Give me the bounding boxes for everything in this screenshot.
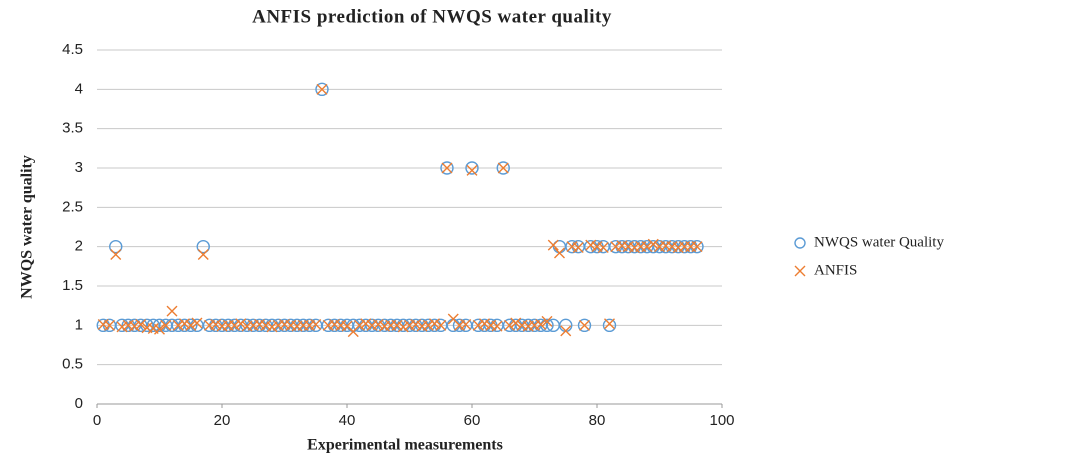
point: [577, 318, 592, 333]
point: [597, 241, 609, 253]
point: [602, 318, 617, 333]
point: [154, 323, 165, 335]
x-tick-label: 80: [589, 412, 606, 429]
point: [160, 319, 172, 331]
y-axis-label: NWQS water quality: [19, 155, 36, 299]
point: [316, 83, 328, 95]
y-tick-label: 3: [75, 159, 83, 176]
y-tick-label: 0.5: [62, 356, 83, 373]
chart-title: ANFIS prediction of NWQS water quality: [252, 6, 612, 27]
legend-label: ANFIS: [814, 262, 857, 278]
point: [196, 239, 210, 254]
point: [641, 241, 653, 253]
point: [435, 319, 447, 331]
point: [579, 319, 590, 331]
point: [354, 319, 365, 331]
point: [166, 305, 178, 317]
point: [604, 318, 615, 330]
point: [179, 318, 190, 330]
point: [497, 162, 509, 174]
point: [135, 319, 147, 331]
point: [210, 319, 222, 331]
point: [691, 241, 703, 253]
point: [191, 317, 203, 329]
point: [472, 319, 484, 331]
y-tick-label: 1: [75, 316, 83, 333]
y-tick-label: 4.5: [62, 41, 83, 58]
point: [197, 249, 209, 261]
point: [510, 317, 522, 329]
y-tick-label: 2.5: [62, 198, 83, 215]
point: [491, 320, 503, 332]
x-tick-label: 40: [339, 412, 356, 429]
x-tick-label: 100: [709, 412, 734, 429]
point: [441, 162, 453, 174]
point: [116, 321, 128, 333]
point: [504, 319, 515, 331]
point: [479, 318, 490, 330]
point: [360, 318, 372, 330]
point: [541, 315, 553, 327]
x-tick-label: 0: [93, 412, 101, 429]
point: [560, 325, 572, 337]
point: [410, 319, 422, 331]
point: [235, 318, 247, 330]
point: [310, 319, 322, 331]
point: [466, 164, 478, 176]
point: [110, 249, 122, 261]
point: [460, 319, 472, 331]
point: [104, 319, 115, 331]
y-tick-label: 2: [75, 238, 83, 255]
point: [172, 319, 184, 331]
point: [585, 239, 597, 251]
point: [647, 238, 659, 250]
point: [229, 319, 240, 331]
y-tick-label: 1.5: [62, 277, 83, 294]
point: [184, 318, 198, 333]
point: [465, 161, 479, 175]
point: [129, 320, 140, 332]
point: [429, 318, 440, 330]
point: [422, 319, 434, 331]
legend-label: NWQS water Quality: [814, 234, 944, 250]
point: [397, 321, 409, 333]
y-tick-label: 3.5: [62, 120, 83, 137]
point: [496, 161, 510, 175]
point: [315, 82, 329, 97]
point: [572, 241, 584, 253]
point: [185, 319, 197, 331]
y-tick-label: 4: [75, 80, 83, 97]
x-tick-label: 60: [464, 412, 481, 429]
legend-marker: [794, 237, 806, 249]
point: [266, 321, 278, 333]
x-axis-label: Experimental measurements: [307, 437, 503, 454]
x-tick-label: 20: [214, 412, 231, 429]
point: [547, 239, 559, 251]
point: [109, 239, 123, 254]
point: [535, 319, 547, 331]
point: [372, 319, 384, 331]
point: [391, 319, 403, 331]
y-tick-label: 0: [75, 395, 83, 412]
legend-marker: [794, 265, 806, 277]
point: [440, 161, 454, 175]
point: [260, 319, 272, 331]
point: [554, 247, 565, 259]
